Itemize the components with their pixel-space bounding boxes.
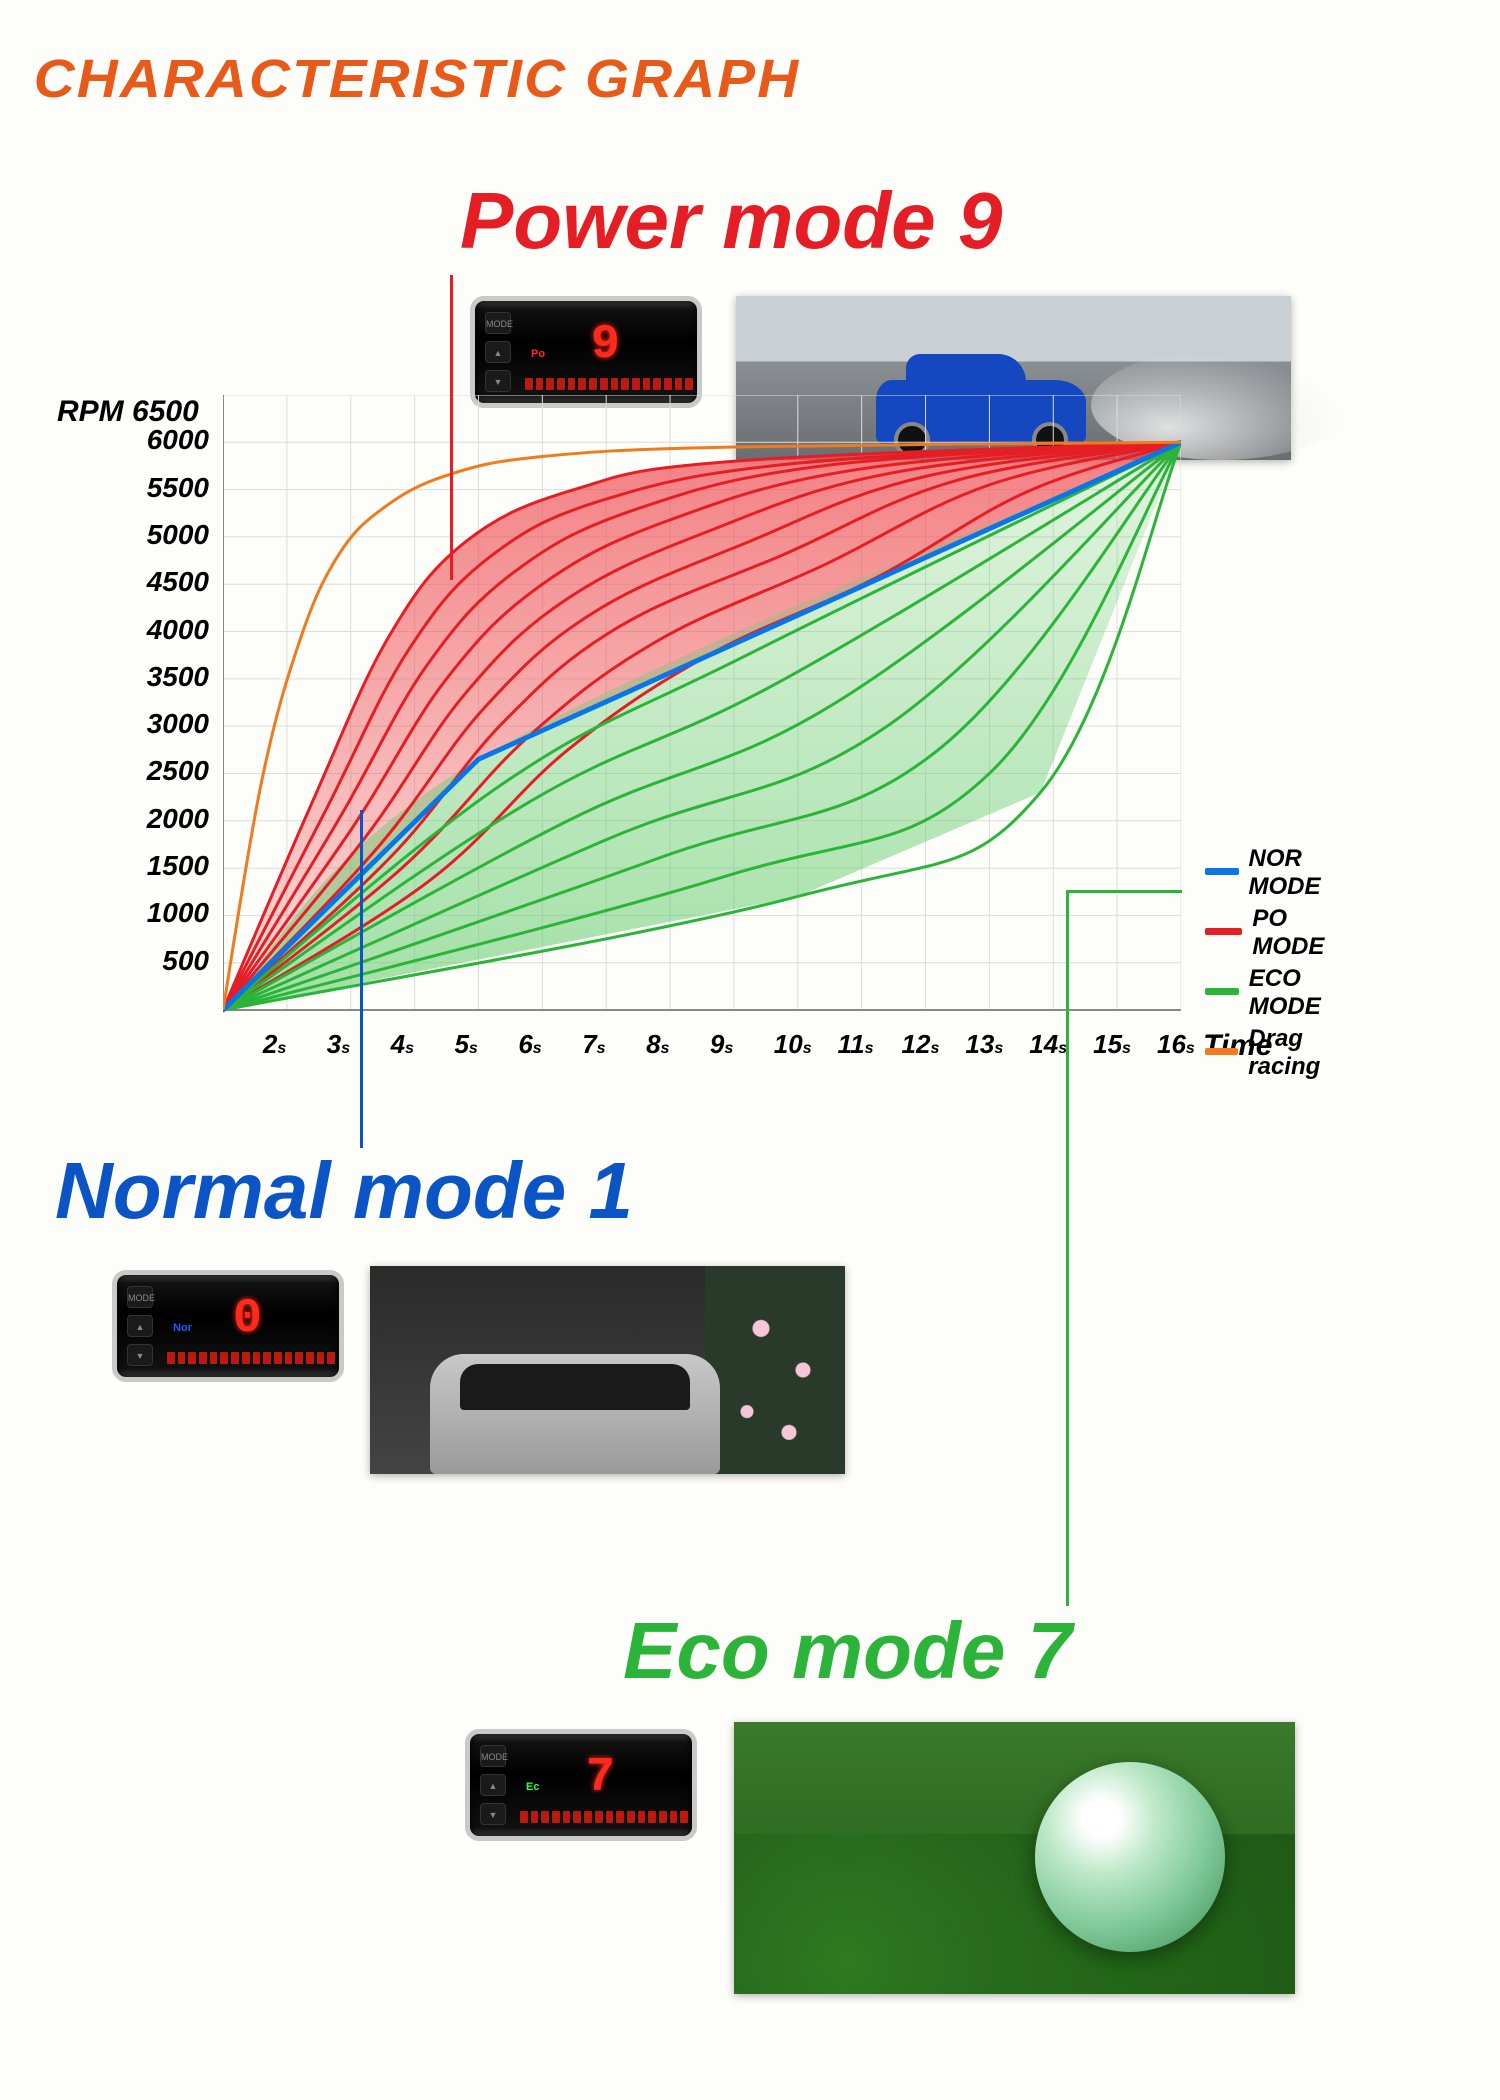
globe-icon: [1035, 1762, 1225, 1952]
y-tick: 5500: [59, 472, 209, 504]
x-tick: 12s: [902, 1029, 940, 1060]
callout-normal: [360, 810, 363, 1148]
x-tick: 13s: [965, 1029, 1003, 1060]
device-screen: Po 9: [521, 312, 697, 392]
eco-mode-heading: Eco mode 7: [623, 1605, 1072, 1697]
x-tick: 16s: [1157, 1029, 1195, 1060]
device-buttons: MODE ▲ ▼: [480, 1745, 508, 1825]
power-mode-heading: Power mode 9: [460, 175, 1002, 267]
y-tick: 4000: [59, 614, 209, 646]
x-tick: 11s: [838, 1029, 874, 1060]
x-tick: 3s: [327, 1029, 350, 1060]
legend-swatch: [1205, 928, 1242, 935]
plot-area: [223, 395, 1181, 1018]
y-tick: 4500: [59, 566, 209, 598]
legend-swatch: [1205, 868, 1239, 875]
y-tick: 1500: [59, 850, 209, 882]
down-button: ▼: [485, 370, 511, 392]
y-tick: 3500: [59, 661, 209, 693]
device-power: MODE ▲ ▼ Po 9: [470, 296, 702, 408]
device-normal: MODE ▲ ▼ Nor 0: [112, 1270, 344, 1382]
mode-button: MODE: [127, 1286, 153, 1308]
x-tick: 6s: [518, 1029, 541, 1060]
device-digit: 7: [586, 1751, 615, 1805]
callout-eco-h: [1066, 890, 1182, 893]
legend-label: NOR MODE: [1249, 845, 1338, 901]
legend-item: ECO MODE: [1205, 965, 1337, 1021]
device-digit: 9: [591, 318, 620, 372]
y-tick: 5000: [59, 519, 209, 551]
device-mode-label: Po: [531, 348, 545, 360]
device-mode-label: Ec: [526, 1781, 539, 1793]
legend-label: Drag racing: [1248, 1025, 1337, 1081]
device-bars: [167, 1352, 335, 1364]
callout-eco-v: [1066, 890, 1069, 1606]
normal-mode-heading: Normal mode 1: [55, 1145, 633, 1237]
device-screen: Nor 0: [163, 1286, 339, 1366]
characteristic-chart: RPM 6500 6000550050004500400035003000250…: [107, 395, 1327, 1115]
blossom-icon: [705, 1266, 845, 1474]
car-icon: [430, 1354, 720, 1474]
legend-item: Drag racing: [1205, 1025, 1337, 1081]
device-mode-label: Nor: [173, 1322, 192, 1334]
device-eco: MODE ▲ ▼ Ec 7: [465, 1729, 697, 1841]
up-button: ▲: [127, 1315, 153, 1337]
device-digit: 0: [233, 1292, 262, 1346]
y-tick: 1000: [59, 897, 209, 929]
x-tick: 2s: [263, 1029, 286, 1060]
photo-night-car: [370, 1266, 845, 1474]
x-tick: 10s: [774, 1029, 812, 1060]
device-buttons: MODE ▲ ▼: [127, 1286, 155, 1366]
y-tick: 2000: [59, 803, 209, 835]
x-tick: 15s: [1093, 1029, 1131, 1060]
legend-label: PO MODE: [1252, 905, 1337, 961]
device-bars: [520, 1811, 688, 1823]
page-title: CHARACTERISTIC GRAPH: [34, 48, 801, 110]
up-button: ▲: [480, 1774, 506, 1796]
x-tick: 7s: [582, 1029, 605, 1060]
x-tick: 4s: [391, 1029, 414, 1060]
photo-eco-globe: [734, 1722, 1295, 1994]
x-tick: 9s: [710, 1029, 733, 1060]
down-button: ▼: [127, 1344, 153, 1366]
mode-button: MODE: [480, 1745, 506, 1767]
y-tick: 6000: [59, 424, 209, 456]
legend-label: ECO MODE: [1249, 965, 1337, 1021]
y-tick: 2500: [59, 755, 209, 787]
y-tick: 500: [59, 945, 209, 977]
device-screen: Ec 7: [516, 1745, 692, 1825]
legend: NOR MODEPO MODEECO MODEDrag racing: [1205, 845, 1337, 1085]
mode-button: MODE: [485, 312, 511, 334]
up-button: ▲: [485, 341, 511, 363]
x-tick: 14s: [1029, 1029, 1067, 1060]
callout-power: [450, 275, 453, 580]
x-tick: 8s: [646, 1029, 669, 1060]
x-tick: 5s: [454, 1029, 477, 1060]
y-tick: 3000: [59, 708, 209, 740]
device-buttons: MODE ▲ ▼: [485, 312, 513, 392]
legend-item: PO MODE: [1205, 905, 1337, 961]
legend-swatch: [1205, 988, 1239, 995]
legend-swatch: [1205, 1048, 1238, 1055]
down-button: ▼: [480, 1803, 506, 1825]
legend-item: NOR MODE: [1205, 845, 1337, 901]
device-bars: [525, 378, 693, 390]
